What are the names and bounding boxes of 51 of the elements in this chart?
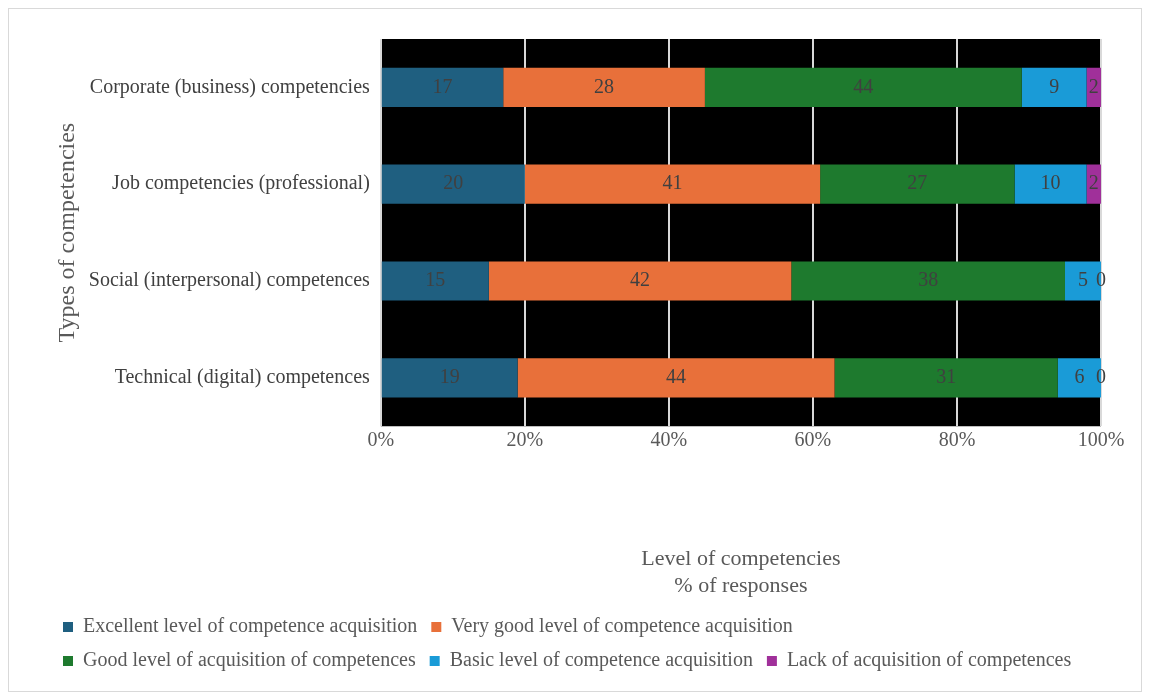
x-tick-label: 60%: [794, 428, 832, 451]
data-label: 44: [666, 365, 687, 388]
bar: [503, 67, 705, 107]
y-axis-title: Types of competencies: [52, 122, 79, 343]
data-label: 0: [1096, 268, 1106, 291]
legend-label: Basic level of competence acquisition: [449, 648, 753, 672]
x-tick-label: 80%: [938, 428, 976, 451]
y-tick-label: Job competencies (professional): [112, 171, 370, 195]
legend-label: Good level of acquisition of competences: [83, 648, 416, 672]
data-label: 42: [630, 268, 651, 291]
bar: [381, 261, 489, 301]
bar: [381, 358, 518, 398]
data-label: 41: [662, 171, 683, 194]
x-tick-label: 40%: [650, 428, 688, 451]
x-tick-label: 100%: [1077, 428, 1125, 451]
y-tick-label: Technical (digital) competences: [114, 365, 370, 389]
bar: [820, 164, 1015, 204]
data-label: 9: [1049, 74, 1060, 97]
bar: [381, 164, 525, 204]
data-label: 0: [1096, 365, 1106, 388]
data-label: 27: [907, 171, 928, 194]
data-label: 28: [594, 74, 615, 97]
data-label: 10: [1040, 171, 1061, 194]
data-label: 5: [1077, 268, 1088, 291]
legend-label: Excellent level of competence acquisition: [83, 614, 418, 638]
data-label: 20: [443, 171, 464, 194]
data-label: 31: [936, 365, 957, 388]
data-label: 19: [439, 365, 460, 388]
bar: [704, 67, 1022, 107]
legend-label: Lack of acquisition of competences: [786, 648, 1072, 672]
data-label: 44: [853, 74, 874, 97]
data-label: 38: [918, 268, 939, 291]
bar: [381, 67, 504, 107]
y-tick-label: Corporate (business) competencies: [89, 74, 370, 98]
bar: [791, 261, 1065, 301]
x-axis-title: Level of competencies % of responses: [641, 545, 841, 597]
bar: [1021, 67, 1087, 107]
x-tick-label: 20%: [506, 428, 544, 451]
legend-label: Very good level of competence acquisition: [451, 614, 793, 638]
bar: [524, 164, 821, 204]
data-label: 15: [425, 268, 446, 291]
bar: [1014, 164, 1087, 204]
data-label: 2: [1088, 74, 1099, 97]
bar: [517, 358, 835, 398]
bar: [488, 261, 792, 301]
x-tick-label: 0%: [367, 428, 395, 451]
data-label: 2: [1088, 171, 1099, 194]
bar: [834, 358, 1058, 398]
data-label: 17: [432, 74, 453, 97]
y-tick-label: Social (interpersonal) competences: [88, 268, 371, 292]
data-label: 6: [1074, 365, 1085, 388]
